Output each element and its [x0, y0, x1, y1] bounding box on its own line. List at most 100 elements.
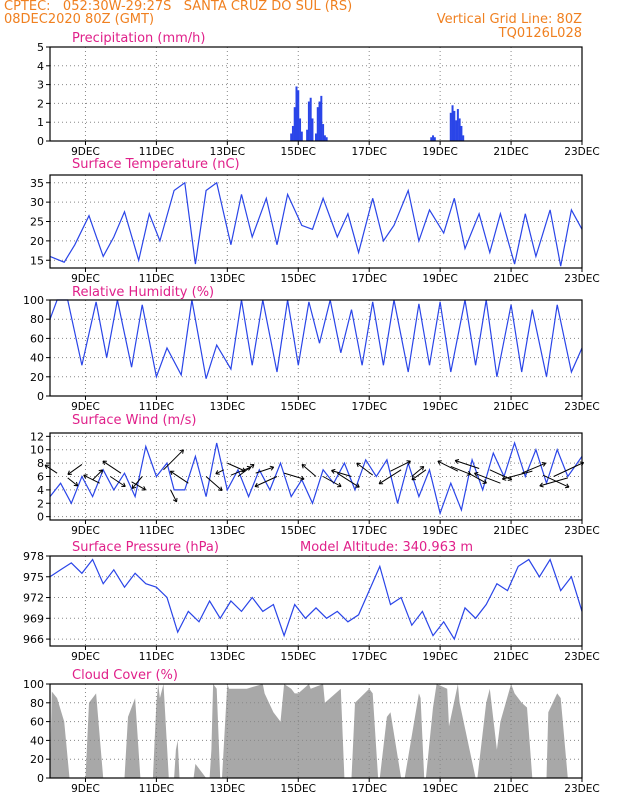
x-tick-label: 11DEC	[139, 146, 174, 158]
wind-arrow-head	[437, 460, 442, 465]
wind-arrow	[502, 470, 533, 480]
panel-title: Surface Temperature (nC)	[72, 157, 240, 172]
panel-1: 0 1 2 3 4 5 9DEC 11DEC 13DEC 15DEC 17DEC 19DEC 21DEC…	[37, 31, 600, 158]
header-line2-right: Vertical Grid Line: 80Z	[436, 12, 582, 27]
wind-arrow	[67, 477, 79, 487]
wind-arrow	[411, 469, 427, 481]
y-tick-label: 80	[30, 313, 44, 326]
header-line3-right: TQ0126L028	[498, 26, 582, 41]
precip-bar	[455, 120, 458, 141]
wind-arrow-head	[378, 479, 384, 485]
wind-arrow	[337, 472, 360, 488]
panel-title: Relative Humidity (%)	[72, 285, 214, 300]
x-tick-label: 17DEC	[351, 525, 386, 537]
x-tick-label: 19DEC	[422, 651, 457, 663]
wind-arrow	[331, 470, 352, 477]
panel-title: Precipitation (mm/h)	[72, 31, 205, 46]
wind-arrow	[390, 460, 411, 472]
x-tick-label: 15DEC	[281, 525, 316, 537]
wind-arrow	[450, 465, 471, 475]
wind-arrow	[170, 470, 189, 484]
precip-bar	[311, 118, 314, 141]
y-tick-label: 4	[37, 484, 44, 497]
y-tick-label: 40	[30, 734, 44, 747]
y-tick-label: 5	[37, 41, 44, 54]
x-tick-label: 13DEC	[210, 273, 245, 285]
wind-arrow-head	[131, 484, 137, 489]
wind-arrow-head	[454, 459, 460, 464]
precip-bar	[451, 105, 454, 141]
x-tick-label: 19DEC	[422, 146, 457, 158]
wind-arrow-head	[73, 481, 79, 487]
wind-arrow	[468, 472, 487, 484]
header-line2-left: 08DEC2020 80Z (GMT)	[4, 12, 155, 27]
x-tick-label: 13DEC	[210, 525, 245, 537]
y-tick-label: 20	[30, 371, 44, 384]
wind-arrow	[163, 449, 184, 471]
x-tick-label: 23DEC	[564, 525, 599, 537]
wind-arrow	[131, 476, 143, 489]
x-tick-label: 13DEC	[210, 146, 245, 158]
wind-arrow	[378, 469, 402, 485]
precip-bar	[297, 90, 300, 141]
y-tick-label: 4	[37, 60, 44, 73]
wind-arrow	[44, 464, 58, 474]
wind-arrow-head	[98, 469, 104, 474]
x-tick-label: 19DEC	[422, 783, 457, 795]
x-tick-label: 19DEC	[422, 525, 457, 537]
x-tick-label: 19DEC	[422, 401, 457, 413]
wind-arrow-head	[406, 460, 411, 465]
wind-arrow-head	[579, 461, 585, 467]
wind-arrow	[255, 466, 274, 474]
x-tick-label: 9DEC	[71, 525, 100, 537]
wind-arrow	[237, 464, 255, 477]
x-tick-label: 23DEC	[564, 273, 599, 285]
precip-bar	[453, 110, 456, 141]
y-tick-label: 2	[37, 497, 44, 510]
panel-title: Surface Wind (m/s)	[72, 413, 196, 428]
panel-frame	[49, 299, 583, 397]
panel-frame	[49, 46, 583, 142]
x-tick-label: 13DEC	[210, 651, 245, 663]
wind-arrow-head	[474, 471, 479, 477]
panel-title: Surface Pressure (hPa)	[72, 540, 219, 555]
wind-arrow	[83, 474, 100, 484]
y-tick-label: 100	[23, 678, 44, 691]
y-tick-label: 60	[30, 332, 44, 345]
y-tick-label: 978	[23, 550, 44, 563]
x-tick-label: 21DEC	[493, 651, 528, 663]
x-tick-label: 21DEC	[493, 783, 528, 795]
x-tick-label: 19DEC	[422, 273, 457, 285]
x-tick-label: 15DEC	[281, 783, 316, 795]
y-tick-label: 0	[37, 511, 44, 524]
y-tick-label: 0	[37, 772, 44, 785]
precip-bar	[309, 97, 312, 141]
x-tick-label: 9DEC	[71, 273, 100, 285]
series-line-2	[49, 181, 583, 267]
x-tick-label: 13DEC	[210, 783, 245, 795]
wind-arrow	[205, 476, 223, 491]
wind-arrow-head	[249, 464, 255, 469]
wind-arrow	[230, 466, 252, 476]
wind-arrow-head	[356, 462, 361, 468]
wind-arrow	[110, 476, 126, 487]
precip-bar	[462, 135, 465, 141]
y-tick-label: 966	[23, 633, 44, 646]
x-tick-label: 15DEC	[281, 651, 316, 663]
wind-arrow-head	[564, 483, 570, 489]
wind-arrow	[356, 462, 374, 476]
wind-arrow-head	[218, 486, 223, 491]
wind-arrow	[553, 462, 584, 477]
header-line1: CPTEC: 052:30W-29:27S SANTA CRUZ DO SUL …	[4, 0, 353, 14]
y-tick-label: 6	[37, 471, 44, 484]
wind-arrow-head	[215, 470, 220, 475]
wind-arrow-head	[331, 468, 336, 474]
wind-arrow-head	[83, 474, 88, 479]
panel-frame	[49, 555, 583, 647]
y-tick-label: 25	[30, 216, 44, 229]
precip-bar	[299, 118, 302, 141]
wind-arrow	[254, 476, 278, 487]
